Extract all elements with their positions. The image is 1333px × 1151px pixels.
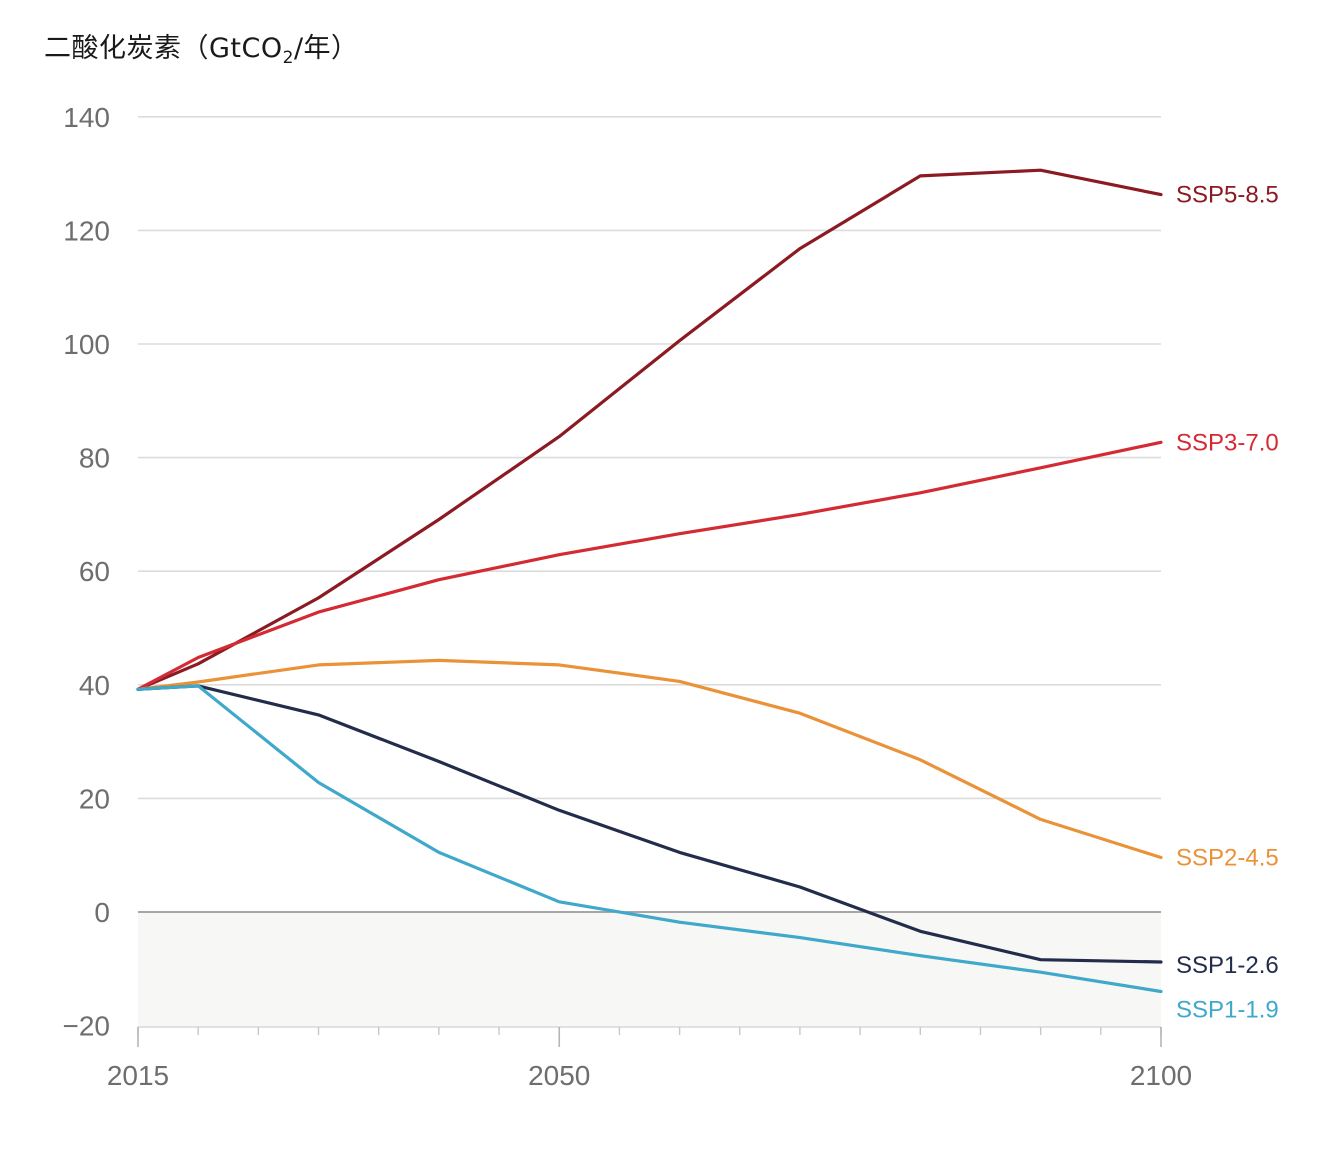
y-tick-label: 0: [94, 897, 110, 928]
y-tick-label: 40: [79, 670, 110, 701]
series-line-ssp5-8.5: [136, 168, 1163, 691]
y-tick-label: −20: [63, 1011, 111, 1042]
series-label-ssp1-2.6: SSP1-2.6: [1176, 952, 1279, 979]
series-label-ssp5-8.5: SSP5-8.5: [1176, 182, 1279, 209]
x-tick-label: 2050: [528, 1060, 590, 1091]
y-tick-label: 120: [63, 215, 110, 246]
y-tick-label: 80: [79, 443, 110, 474]
y-axis-title: 二酸化炭素（GtCO2/年）: [44, 26, 359, 68]
series-line-ssp1-1.9: [136, 684, 1163, 994]
x-tick-label: 2100: [1130, 1060, 1192, 1091]
x-tick-label: 2015: [107, 1060, 169, 1091]
series-line-ssp3-7.0: [136, 440, 1163, 691]
series-label-ssp1-1.9: SSP1-1.9: [1176, 997, 1279, 1024]
y-tick-label: 60: [79, 556, 110, 587]
y-axis-title-subscript: 2: [282, 48, 294, 68]
y-axis-title-prefix: 二酸化炭素（GtCO: [44, 33, 283, 64]
y-axis-title-suffix: /年）: [293, 33, 359, 64]
y-tick-label: 140: [63, 102, 110, 133]
negative-region: [138, 912, 1161, 1027]
y-tick-label: 100: [63, 329, 110, 360]
series-label-ssp3-7.0: SSP3-7.0: [1176, 429, 1279, 456]
y-tick-label: 20: [79, 783, 110, 814]
series-label-ssp2-4.5: SSP2-4.5: [1176, 844, 1279, 871]
series-line-ssp1-2.6: [136, 684, 1163, 964]
series-line-ssp2-4.5: [136, 658, 1163, 860]
